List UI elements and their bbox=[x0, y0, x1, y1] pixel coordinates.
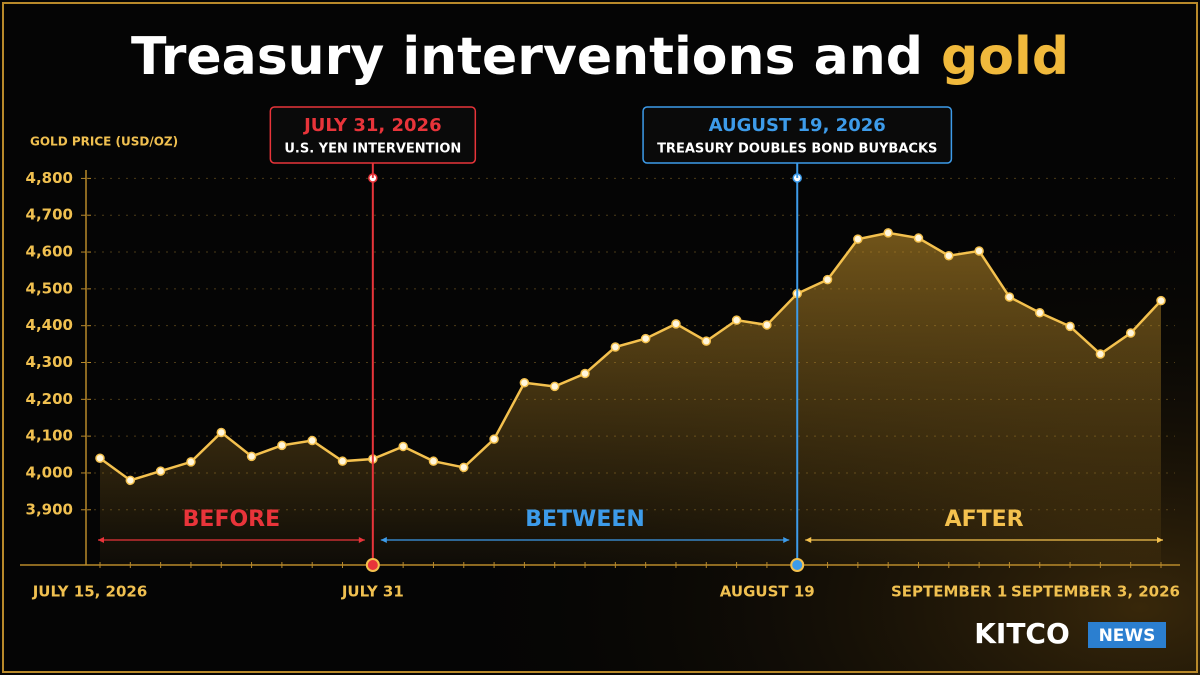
y-tick-label: 4,000 bbox=[26, 463, 73, 481]
point bbox=[186, 457, 196, 467]
point bbox=[1004, 292, 1015, 302]
event-date: JULY 31, 2026 bbox=[302, 115, 442, 136]
event-base-dot bbox=[365, 558, 380, 572]
line bbox=[99, 231, 1162, 482]
region-label: AFTER bbox=[945, 507, 1024, 532]
point bbox=[944, 250, 954, 261]
point bbox=[216, 427, 227, 438]
y-tick-label: 4,200 bbox=[26, 390, 73, 408]
event-text: U.S. YEN INTERVENTION bbox=[284, 142, 461, 157]
point bbox=[580, 368, 590, 379]
event-date: AUGUST 19, 2026 bbox=[709, 115, 886, 136]
point bbox=[640, 333, 651, 344]
point bbox=[1065, 321, 1075, 332]
point bbox=[1156, 295, 1166, 306]
x-tick-label: SEPTEMBER 1 bbox=[891, 583, 1007, 601]
point bbox=[489, 434, 499, 444]
logo-tag-box bbox=[1088, 622, 1166, 648]
area bbox=[100, 232, 1161, 565]
event-callout: JULY 31, 2026 U.S. YEN INTERVENTION bbox=[269, 106, 477, 164]
region-label: BEFORE bbox=[183, 507, 281, 532]
title-main: Treasury interventions and bbox=[131, 27, 923, 87]
event-base-dot bbox=[790, 558, 805, 572]
event-callout: AUGUST 19, 2026 TREASURY DOUBLES BOND BUY… bbox=[642, 106, 953, 164]
point bbox=[277, 440, 287, 451]
y-tick-label: 4,300 bbox=[26, 353, 73, 371]
chart-title: Treasury interventions and gold bbox=[131, 27, 1069, 87]
point bbox=[428, 456, 439, 466]
point bbox=[883, 228, 893, 238]
point bbox=[762, 320, 772, 330]
point bbox=[337, 456, 348, 466]
y-tick-label: 4,500 bbox=[26, 279, 73, 297]
point bbox=[307, 435, 317, 446]
point bbox=[125, 475, 136, 486]
point bbox=[459, 462, 469, 473]
point bbox=[671, 319, 681, 329]
point bbox=[246, 451, 257, 462]
y-tick-label: 4,400 bbox=[26, 316, 73, 334]
point bbox=[1095, 349, 1106, 359]
y-tick-label: 4,600 bbox=[26, 243, 73, 261]
logo: KITCO NEWS bbox=[974, 617, 1166, 650]
point bbox=[853, 234, 863, 244]
point bbox=[701, 336, 712, 346]
point bbox=[610, 342, 621, 352]
title-highlight: gold bbox=[941, 27, 1069, 87]
point bbox=[155, 466, 166, 476]
x-tick-label: AUGUST 19 bbox=[720, 583, 815, 601]
y-tick-label: 4,100 bbox=[26, 427, 73, 445]
region-label: BETWEEN bbox=[525, 507, 645, 532]
point bbox=[1125, 328, 1136, 338]
point bbox=[822, 274, 833, 285]
point bbox=[1034, 308, 1045, 318]
point bbox=[519, 378, 530, 388]
x-tick-label: SEPTEMBER 3, 2026 bbox=[1011, 583, 1180, 601]
logo-tag: NEWS bbox=[1099, 626, 1156, 646]
point bbox=[398, 441, 408, 452]
y-tick-label: 3,900 bbox=[26, 500, 73, 518]
y-tick-label: 4,700 bbox=[26, 206, 73, 224]
x-tick-label: JULY 31 bbox=[341, 583, 404, 601]
y-axis-label: GOLD PRICE (USD/OZ) bbox=[30, 135, 178, 149]
y-tick-label: 4,800 bbox=[26, 169, 73, 187]
logo-brand: KITCO bbox=[974, 617, 1070, 650]
point bbox=[731, 315, 742, 325]
point bbox=[974, 246, 984, 256]
x-tick-label: JULY 15, 2026 bbox=[32, 583, 148, 601]
point bbox=[549, 381, 560, 392]
event-text: TREASURY DOUBLES BOND BUYBACKS bbox=[657, 142, 937, 157]
point bbox=[913, 233, 924, 243]
point bbox=[95, 453, 105, 463]
